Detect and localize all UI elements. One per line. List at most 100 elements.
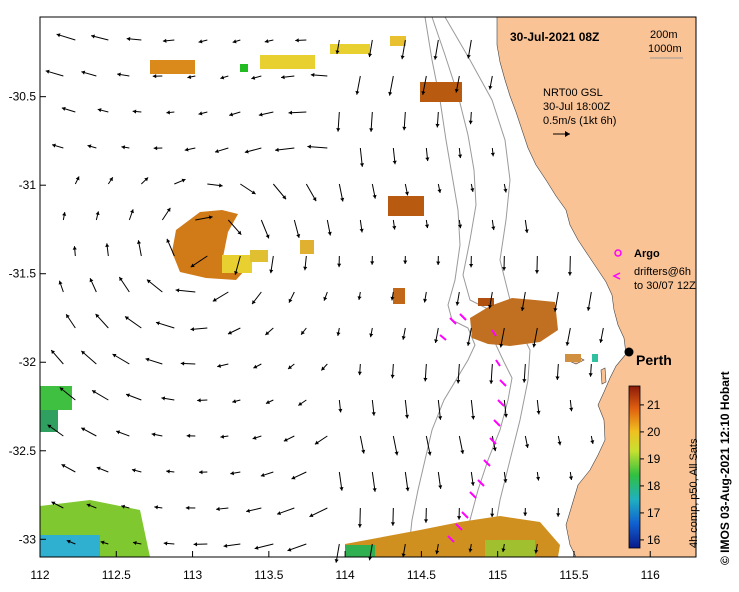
current-arrowhead xyxy=(369,333,374,338)
current-arrowhead xyxy=(491,226,496,231)
lat-tick-label: -32.5 xyxy=(9,444,37,458)
current-arrowhead xyxy=(307,144,311,149)
current-arrowhead xyxy=(89,278,94,283)
current-arrowhead xyxy=(232,39,237,44)
current-arrowhead xyxy=(291,475,296,480)
current-arrowhead xyxy=(298,401,303,406)
longitude-axis: 112 112.5 113 113.5 114 114.5 115 115.5 116 xyxy=(30,551,660,582)
current-arrowhead xyxy=(72,246,77,250)
current-arrowhead xyxy=(359,163,365,167)
current-arrowhead xyxy=(199,470,203,475)
current-arrowhead xyxy=(454,88,459,93)
current-arrowhead xyxy=(423,377,428,382)
current-arrowhead xyxy=(269,269,274,274)
colorbar-tick-label: 19 xyxy=(647,452,661,466)
current-arrowhead xyxy=(301,330,305,335)
colorbar-ticks: 21 20 19 18 17 16 xyxy=(640,398,661,547)
current-arrowhead xyxy=(590,440,595,444)
current-arrowhead xyxy=(503,188,508,193)
argo-legend-label: Argo xyxy=(634,248,660,260)
current-arrowhead xyxy=(51,350,56,355)
current-arrowhead xyxy=(86,503,91,508)
current-arrowhead xyxy=(392,225,397,230)
current-arrowhead xyxy=(404,414,410,419)
current-arrowhead xyxy=(599,339,604,343)
current-arrowhead xyxy=(130,209,134,214)
current-arrowhead xyxy=(337,263,342,268)
current-arrowhead xyxy=(536,410,541,415)
current-arrowhead xyxy=(265,234,270,239)
current-arrowhead xyxy=(117,72,121,77)
current-arrowhead xyxy=(132,540,137,546)
lon-tick-label: 112.5 xyxy=(102,568,131,582)
current-arrowhead xyxy=(288,298,293,303)
current-arrowhead xyxy=(47,424,52,429)
current-arrowhead xyxy=(190,263,195,268)
current-arrowhead xyxy=(536,476,541,481)
current-arrowhead xyxy=(392,160,397,165)
current-arrowhead xyxy=(180,361,185,366)
current-arrowhead xyxy=(81,70,86,75)
current-arrowhead xyxy=(488,85,493,90)
current-arrowhead xyxy=(186,433,191,438)
current-arrowhead xyxy=(155,321,160,326)
current-arrowhead xyxy=(372,488,377,492)
current-arrowhead xyxy=(503,413,508,418)
current-arrowhead xyxy=(244,149,249,154)
garden-island xyxy=(600,367,607,385)
current-arrowhead xyxy=(66,314,70,319)
current-arrowhead xyxy=(253,364,258,369)
current-arrowhead xyxy=(423,519,429,523)
lon-tick-label: 113 xyxy=(183,568,202,582)
current-arrowhead xyxy=(425,157,430,162)
current-arrowhead xyxy=(492,447,497,452)
current-arrowhead xyxy=(321,366,326,371)
current-arrowhead xyxy=(151,432,156,437)
current-arrowhead xyxy=(490,152,495,157)
current-arrowhead xyxy=(404,191,409,196)
current-arrowhead xyxy=(296,234,301,238)
current-arrowhead xyxy=(251,75,256,80)
perth-marker xyxy=(624,347,634,357)
current-arrowhead xyxy=(218,183,223,188)
current-arrowhead xyxy=(335,50,340,55)
current-arrowhead xyxy=(357,296,362,300)
current-arrowhead xyxy=(163,541,168,546)
current-arrowhead xyxy=(62,212,67,216)
current-arrowhead xyxy=(166,110,170,115)
current-arrowhead xyxy=(371,412,376,416)
current-arrowhead xyxy=(455,301,460,306)
current-arrowhead xyxy=(198,111,203,116)
map-frame xyxy=(39,16,697,558)
current-arrowhead xyxy=(215,149,219,154)
current-arrowhead xyxy=(100,540,105,545)
current-vector-field xyxy=(45,33,604,563)
current-arrowhead xyxy=(119,276,123,281)
current-arrowhead xyxy=(402,126,407,131)
current-arrowhead xyxy=(490,513,495,518)
current-arrowhead xyxy=(59,387,64,392)
current-arrowhead xyxy=(288,365,293,369)
current-arrowhead xyxy=(588,373,593,377)
current-arrowhead xyxy=(197,398,201,403)
current-arrowhead xyxy=(208,215,213,220)
current-arrowhead xyxy=(567,272,573,276)
current-arrowhead xyxy=(369,128,374,132)
current-arrowhead xyxy=(401,553,406,558)
current-arrowhead xyxy=(125,316,129,321)
current-arrowhead xyxy=(532,343,537,348)
lat-tick-label: -31.5 xyxy=(9,267,37,281)
current-arrowhead xyxy=(372,194,377,199)
colorbar-tick-label: 21 xyxy=(647,398,661,412)
lat-tick-label: -30.5 xyxy=(9,90,37,104)
current-arrowhead xyxy=(435,550,440,555)
contour-label-200m: 200m xyxy=(650,29,678,41)
current-arrowhead xyxy=(52,143,56,148)
current-arrowhead xyxy=(96,466,101,471)
current-arrowhead xyxy=(277,511,282,515)
lon-tick-label: 113.5 xyxy=(254,568,283,582)
current-arrowhead xyxy=(357,524,362,528)
current-arrowhead xyxy=(520,307,525,311)
current-arrowhead xyxy=(388,91,393,96)
current-arrowhead xyxy=(265,331,270,336)
